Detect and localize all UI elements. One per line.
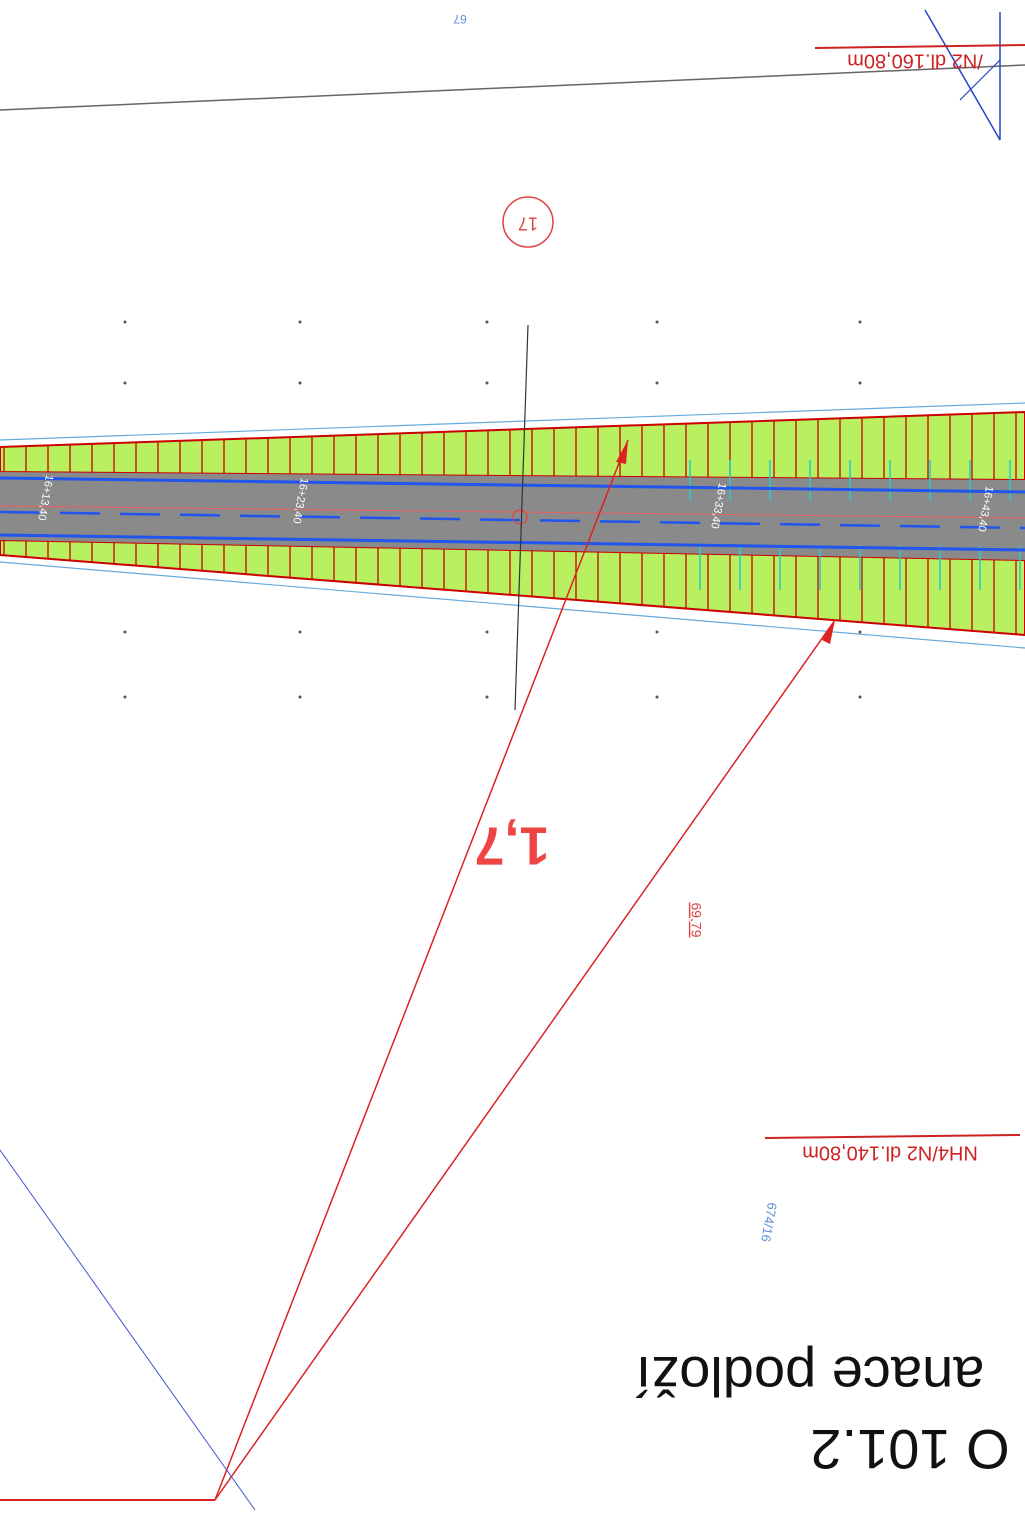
circle-number: 17	[518, 213, 538, 233]
outer-line	[0, 402, 1025, 441]
axis-line	[0, 505, 1025, 519]
point	[123, 381, 127, 385]
point	[123, 320, 127, 324]
parcel-line	[0, 1149, 256, 1511]
point	[298, 630, 302, 634]
point	[123, 630, 127, 634]
segment-label: NH4/N2 dl.140,80m	[802, 1142, 978, 1164]
dots	[123, 320, 862, 699]
point	[655, 320, 659, 324]
elevation-label: 69,79	[688, 902, 704, 937]
point	[858, 381, 862, 385]
slope-area	[0, 410, 1025, 482]
dimension-label: 1,7	[474, 816, 549, 876]
point	[858, 630, 862, 634]
point	[298, 381, 302, 385]
dimension-line	[214, 439, 629, 1501]
parcel-line	[0, 64, 1025, 111]
label-underline	[764, 1134, 1021, 1139]
arrow-head	[822, 620, 835, 644]
title-line: O 101.2	[810, 1418, 1009, 1481]
point	[298, 695, 302, 699]
outer-line	[0, 561, 1025, 649]
survey-line	[924, 9, 1001, 141]
point	[858, 695, 862, 699]
hatch-group	[3, 412, 1021, 635]
survey-line	[959, 59, 1001, 101]
point	[485, 320, 489, 324]
point	[655, 630, 659, 634]
section-line	[514, 324, 529, 711]
label-underline	[814, 44, 1025, 49]
edge-line	[0, 533, 1025, 552]
point	[485, 630, 489, 634]
arrow-head	[616, 440, 628, 464]
parcel-label: 67	[453, 12, 467, 26]
point	[655, 695, 659, 699]
point	[298, 320, 302, 324]
dimension-line	[214, 619, 836, 1501]
title-line: anace podloží	[635, 1345, 984, 1408]
point	[858, 320, 862, 324]
point	[655, 381, 659, 385]
point	[123, 695, 127, 699]
point	[485, 695, 489, 699]
station-point	[512, 509, 528, 525]
section-circle	[502, 196, 554, 248]
segment-label: /N2 dl.160,80m	[847, 50, 983, 72]
point	[485, 381, 489, 385]
center-line	[0, 510, 1025, 530]
edge-line	[0, 476, 1025, 494]
parcel-label: 674/16	[758, 1201, 780, 1243]
